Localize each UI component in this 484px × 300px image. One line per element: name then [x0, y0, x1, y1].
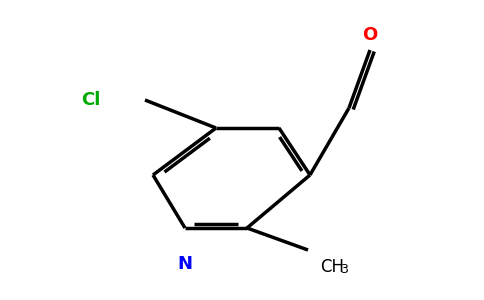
Text: N: N — [178, 255, 193, 273]
Text: O: O — [363, 26, 378, 44]
Text: CH: CH — [320, 258, 344, 276]
Text: 3: 3 — [340, 263, 348, 276]
Text: Cl: Cl — [81, 91, 100, 109]
